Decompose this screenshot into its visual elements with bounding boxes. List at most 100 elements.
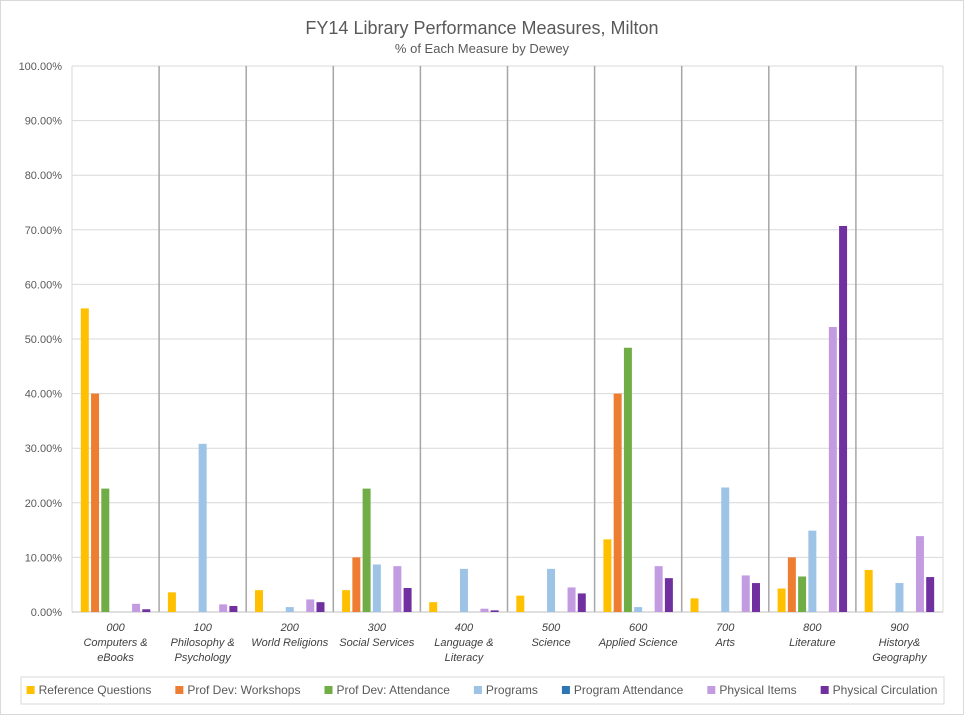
x-tick-label: 400 xyxy=(455,622,474,634)
bar xyxy=(654,566,663,612)
y-tick-label: 50.00% xyxy=(25,334,63,346)
bar xyxy=(634,607,643,612)
legend-swatch xyxy=(561,686,570,694)
x-tick-label: History& xyxy=(879,637,921,649)
legend-label: Physical Circulation xyxy=(833,683,938,697)
bar xyxy=(306,599,315,612)
y-tick-label: 80.00% xyxy=(25,170,63,182)
bar xyxy=(577,593,586,612)
bar xyxy=(547,568,556,612)
bar xyxy=(362,488,371,612)
x-tick-label: 200 xyxy=(280,622,300,634)
bar xyxy=(828,326,837,612)
bar xyxy=(219,604,228,612)
bar xyxy=(167,592,176,612)
legend-label: Prof Dev: Attendance xyxy=(336,683,450,697)
legend-swatch xyxy=(707,686,716,694)
bar xyxy=(429,602,438,612)
legend-swatch xyxy=(820,686,829,694)
bar xyxy=(741,575,750,612)
x-tick-label: Applied Science xyxy=(598,637,678,649)
x-tick-label: Language & xyxy=(434,637,493,649)
legend-label: Programs xyxy=(486,683,538,697)
legend-label: Prof Dev: Workshops xyxy=(187,683,300,697)
category-dividers xyxy=(71,66,944,613)
x-tick-label: Computers & xyxy=(83,637,147,649)
bar xyxy=(393,566,402,612)
x-tick-label: Literacy xyxy=(445,652,485,664)
bar xyxy=(285,607,294,612)
legend-swatch xyxy=(473,686,482,694)
bar xyxy=(798,576,807,612)
bars xyxy=(80,225,935,613)
x-tick-label: Arts xyxy=(714,637,735,649)
bar xyxy=(808,530,817,612)
legend-box xyxy=(20,676,945,705)
x-tick-label: 300 xyxy=(368,622,387,634)
x-tick-label: 900 xyxy=(890,622,909,634)
bar xyxy=(777,588,786,612)
bar xyxy=(403,587,412,612)
bar xyxy=(198,443,207,612)
x-tick-label: 700 xyxy=(716,622,735,634)
chart-title: FY14 Library Performance Measures, Milto… xyxy=(305,18,658,38)
legend-label: Physical Items xyxy=(719,683,796,697)
bar xyxy=(915,536,924,612)
x-tick-label: Literature xyxy=(789,637,835,649)
bar xyxy=(926,577,935,612)
bar xyxy=(132,603,141,612)
bar xyxy=(664,578,673,612)
bar xyxy=(142,609,151,612)
bar xyxy=(567,587,576,612)
bar xyxy=(623,347,632,612)
bar xyxy=(372,564,381,612)
bar xyxy=(352,557,361,612)
x-tick-label: 100 xyxy=(193,622,212,634)
bar xyxy=(721,487,730,612)
bar xyxy=(480,608,489,612)
y-tick-label: 10.00% xyxy=(25,552,63,564)
x-tick-label: Philosophy & xyxy=(171,637,235,649)
x-tick-label: 000 xyxy=(106,622,125,634)
bar xyxy=(459,568,468,612)
y-axis-tick-labels: 0.00% 10.00% 20.00% 30.00% 40.00% 50.00% 60.00… xyxy=(19,61,63,619)
bar xyxy=(839,225,848,613)
bar xyxy=(690,598,699,612)
bar xyxy=(316,602,325,612)
x-tick-label: Psychology xyxy=(175,652,233,664)
x-tick-label: Geography xyxy=(872,652,928,664)
bar xyxy=(229,605,238,612)
bar xyxy=(516,595,525,612)
bar xyxy=(751,583,760,612)
bar xyxy=(255,590,263,612)
legend: Reference Questions Prof Dev: Workshops Pr… xyxy=(20,676,945,705)
legend-swatch xyxy=(26,686,35,694)
bar xyxy=(80,308,89,612)
y-tick-label: 40.00% xyxy=(25,389,63,401)
x-tick-label: 600 xyxy=(629,622,648,634)
x-tick-label: eBooks xyxy=(97,652,134,664)
y-tick-label: 0.00% xyxy=(31,607,62,619)
bar xyxy=(895,583,904,612)
x-tick-label: World Religions xyxy=(251,637,329,649)
chart-subtitle: % of Each Measure by Dewey xyxy=(395,41,570,56)
bar xyxy=(342,590,351,612)
legend-swatch xyxy=(175,686,184,694)
legend-swatch xyxy=(324,686,333,694)
y-tick-label: 90.00% xyxy=(25,116,63,128)
bar xyxy=(613,393,622,612)
y-tick-label: 30.00% xyxy=(25,443,63,455)
legend-label: Reference Questions xyxy=(39,683,152,697)
bar xyxy=(101,488,110,612)
bar xyxy=(787,557,796,612)
x-tick-label: Science xyxy=(531,637,570,649)
y-tick-label: 70.00% xyxy=(25,225,63,237)
bar xyxy=(490,610,499,612)
x-tick-label: 800 xyxy=(803,622,822,634)
y-tick-label: 20.00% xyxy=(25,498,63,510)
bar xyxy=(91,393,100,612)
x-tick-label: Social Services xyxy=(339,637,415,649)
